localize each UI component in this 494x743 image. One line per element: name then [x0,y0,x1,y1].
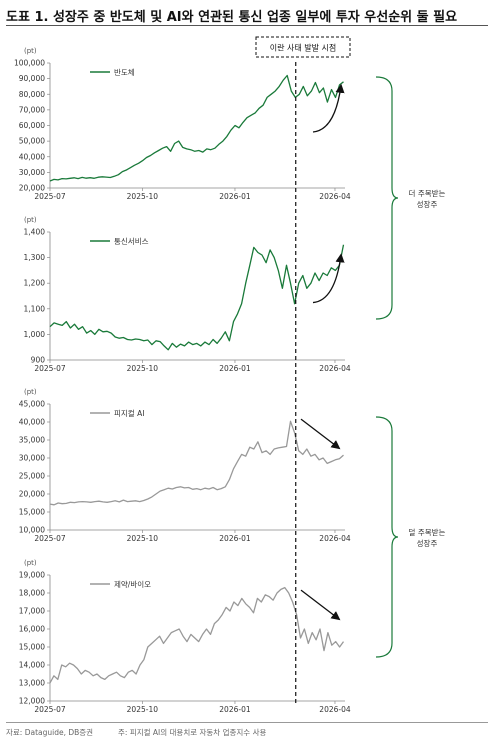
x-tick-label: 2026-04 [319,534,351,543]
x-tick-label: 2025-10 [127,192,159,201]
y-unit-label: (pt) [24,216,37,224]
y-tick-label: 20,000 [19,490,45,499]
y-tick-label: 30,000 [19,454,45,463]
y-unit-label: (pt) [24,47,37,55]
x-tick-label: 2026-04 [319,192,351,201]
y-tick-label: 100,000 [14,59,45,68]
legend-label: 피지컬 AI [114,409,144,418]
y-tick-label: 60,000 [19,121,45,130]
legend-label: 통신서비스 [114,237,149,246]
y-tick-label: 70,000 [19,105,45,114]
x-tick-label: 2025-07 [34,534,66,543]
footer-note: 주: 피지컬 AI의 대용치로 자동차 업종지수 사용 [118,728,267,737]
y-tick-label: 15,000 [19,508,45,517]
footer-divider [6,722,488,723]
y-tick-label: 35,000 [19,436,45,445]
event-label: 이란 사태 발발 시점 [270,43,337,53]
footer-source: 자료: Dataguide, DB증권 [6,728,94,737]
legend-label: 제약/바이오 [114,579,151,589]
y-unit-label: (pt) [24,388,37,396]
legend-label: 반도체 [114,67,135,77]
group-label-line1: 더 주목받는 [409,188,446,198]
y-tick-label: 50,000 [19,137,45,146]
trend-arrow-up [312,253,345,304]
x-tick-label: 2025-10 [127,705,159,714]
y-tick-label: 19,000 [19,571,45,580]
y-tick-label: 1,000 [24,330,46,339]
y-tick-label: 15,000 [19,643,45,652]
x-tick-label: 2026-04 [319,705,351,714]
x-tick-label: 2026-01 [219,364,251,373]
y-tick-label: 900 [31,356,46,365]
y-tick-label: 12,000 [19,697,45,706]
group-label-line1: 덜 주목받는 [409,527,446,537]
x-tick-label: 2025-07 [34,705,66,714]
trend-arrow-up [312,83,345,133]
series-line [49,586,345,684]
y-tick-label: 17,000 [19,607,45,616]
y-tick-label: 1,300 [24,253,46,262]
x-tick-label: 2026-01 [219,705,251,714]
y-tick-label: 16,000 [19,625,45,634]
x-tick-label: 2025-10 [127,534,159,543]
series-line [49,244,345,351]
y-tick-label: 20,000 [19,184,45,193]
trend-arrow-down [300,589,341,621]
x-tick-label: 2025-10 [127,364,159,373]
y-tick-label: 45,000 [19,400,45,409]
x-tick-label: 2025-07 [34,192,66,201]
x-tick-label: 2025-07 [34,364,66,373]
group-brace [375,76,399,320]
title-divider [6,25,488,26]
y-tick-label: 1,400 [24,228,46,237]
y-tick-label: 1,200 [24,279,46,288]
group-label-line2: 성장주 [417,199,438,209]
group-label-line2: 성장주 [417,538,438,548]
y-tick-label: 25,000 [19,472,45,481]
y-tick-label: 18,000 [19,589,45,598]
y-tick-label: 1,100 [24,304,46,313]
y-tick-label: 30,000 [19,168,45,177]
trend-arrow-down [300,418,341,450]
x-tick-label: 2026-01 [219,192,251,201]
group-brace [375,416,399,658]
event-label-box [255,36,351,58]
y-tick-label: 14,000 [19,661,45,670]
page-title: 도표 1. 성장주 중 반도체 및 AI와 연관된 통신 업종 일부에 투자 우… [6,10,458,25]
series-line [49,420,344,506]
y-tick-label: 40,000 [19,152,45,161]
y-unit-label: (pt) [24,559,37,567]
x-tick-label: 2026-01 [219,534,251,543]
series-line [49,74,344,182]
y-tick-label: 10,000 [19,526,45,535]
y-tick-label: 80,000 [19,90,45,99]
y-tick-label: 13,000 [19,679,45,688]
y-tick-label: 40,000 [19,418,45,427]
y-tick-label: 90,000 [19,74,45,83]
x-tick-label: 2026-04 [319,364,351,373]
